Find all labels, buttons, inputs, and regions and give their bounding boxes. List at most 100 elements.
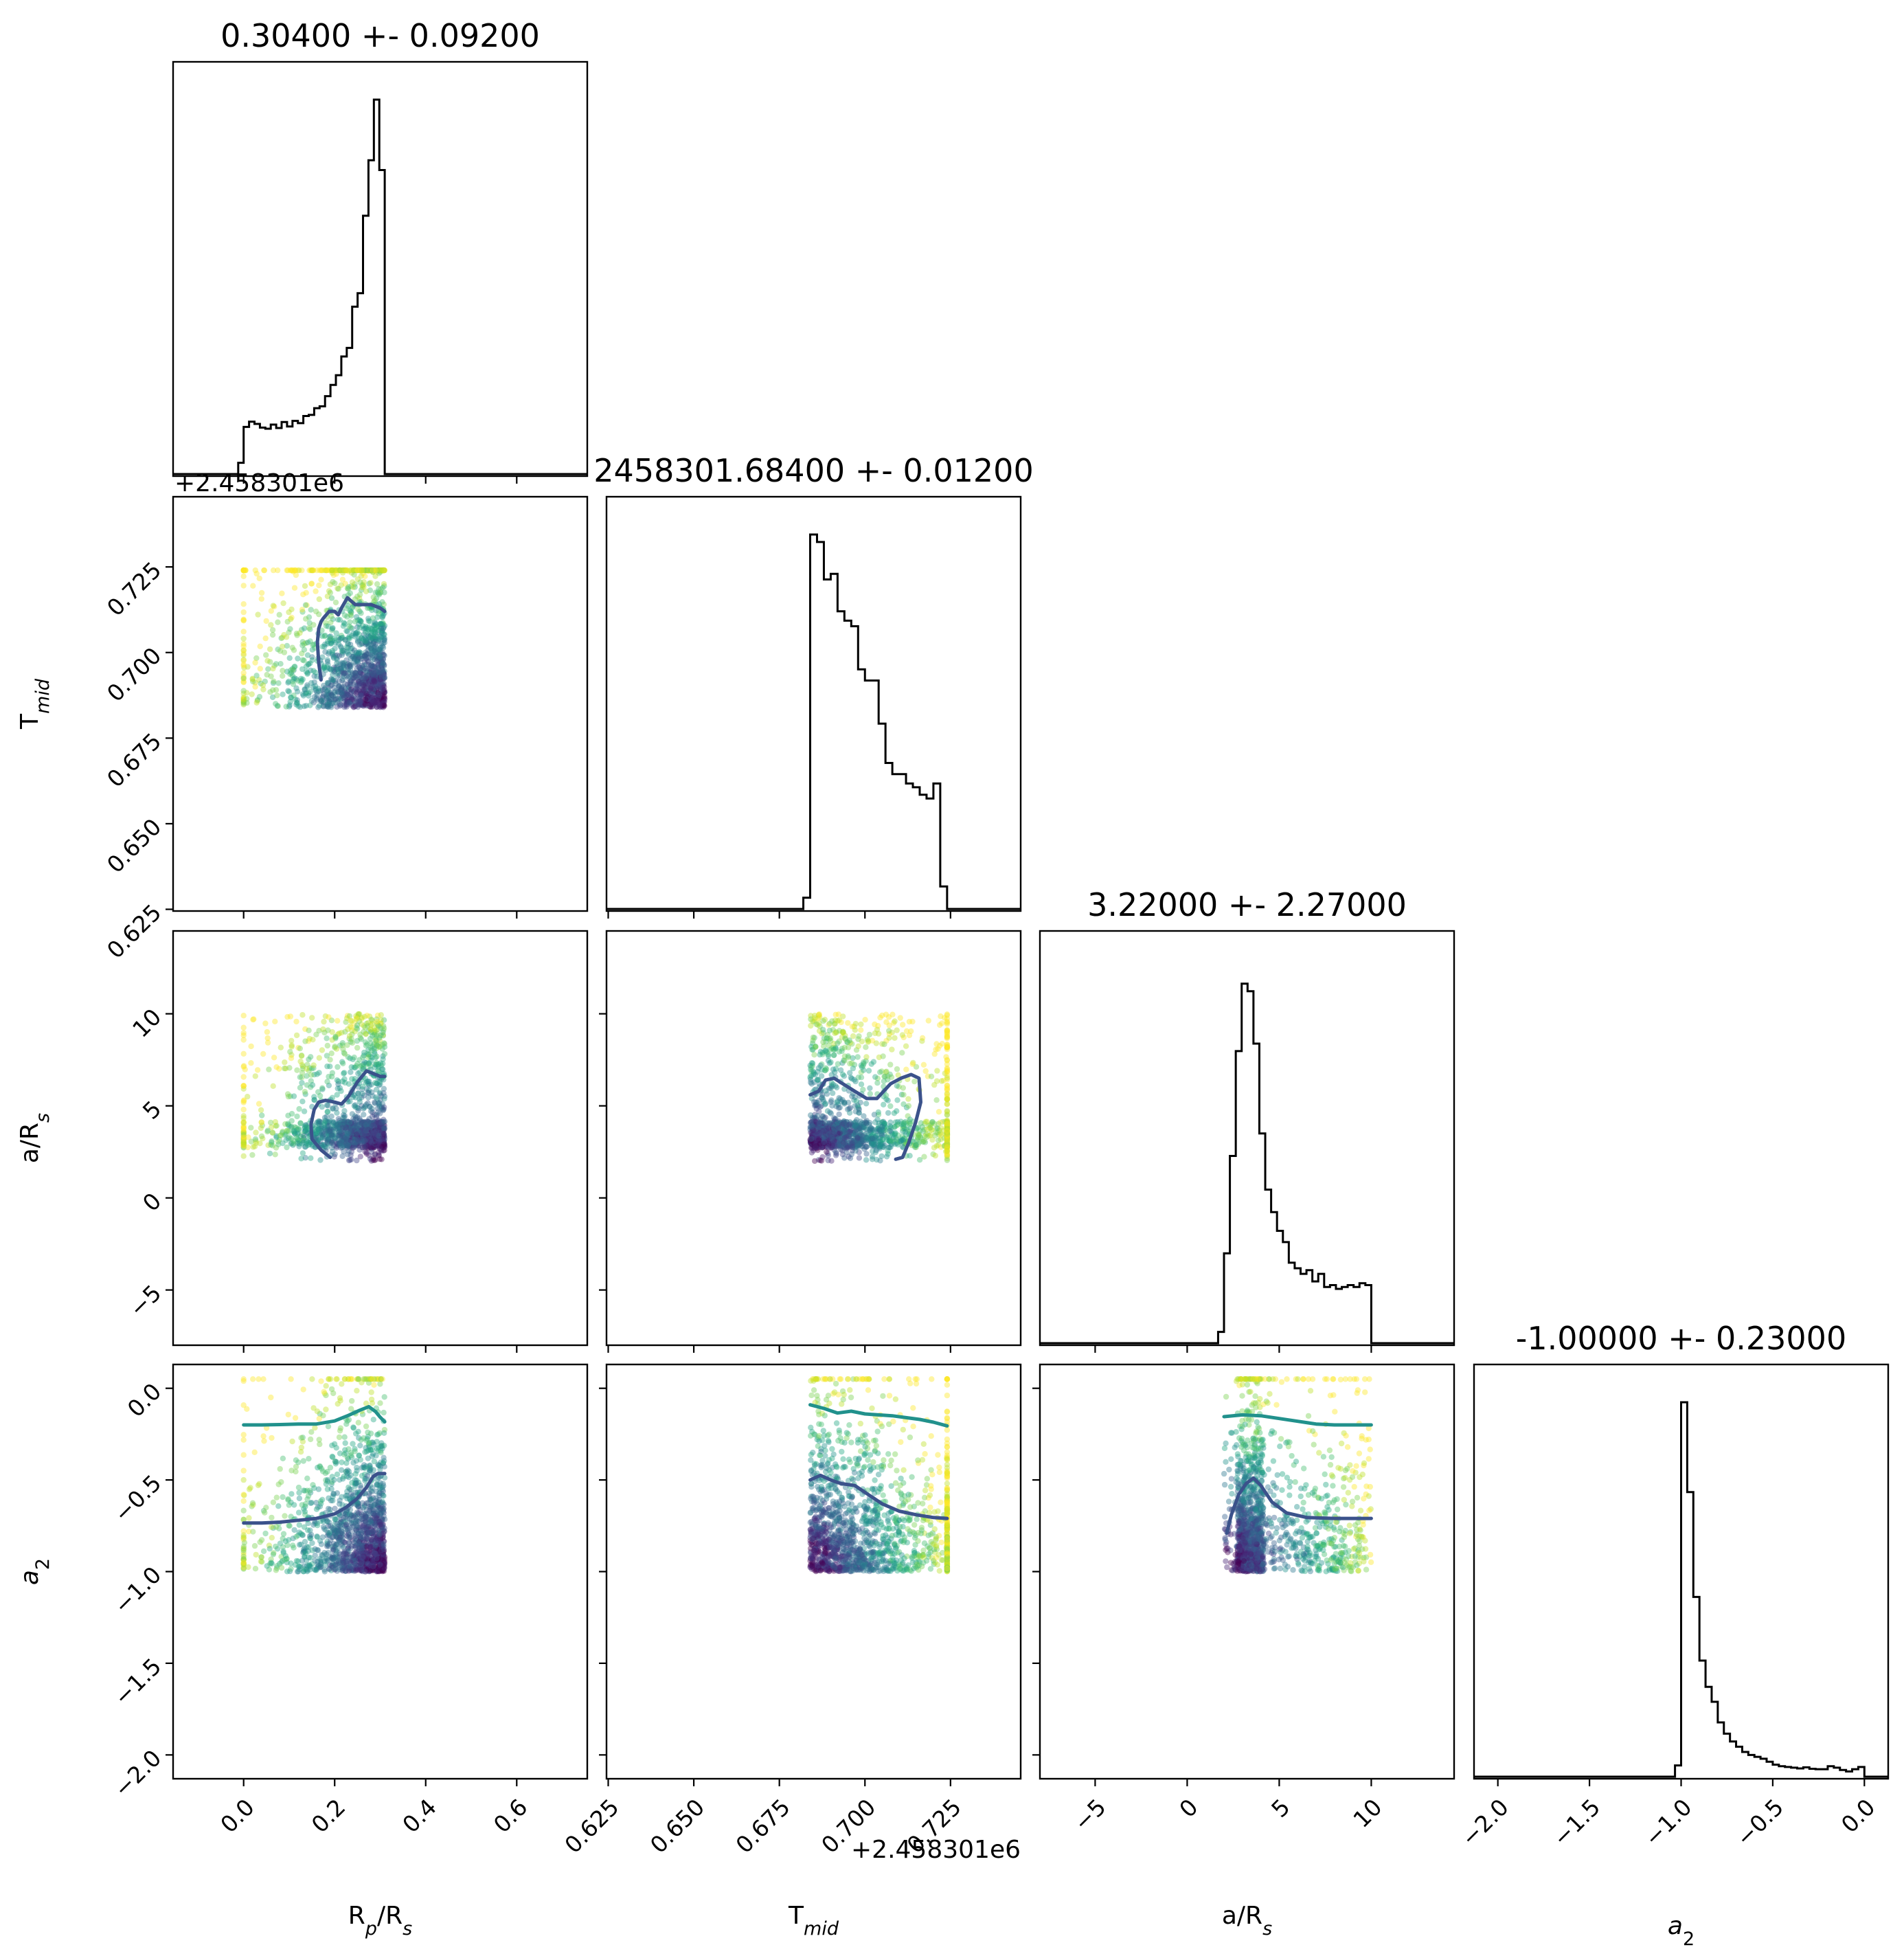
sample-point <box>299 1099 306 1105</box>
sample-point <box>345 660 351 667</box>
sample-point <box>380 585 386 591</box>
sample-point <box>289 567 295 574</box>
sample-point <box>367 697 373 704</box>
sample-point <box>367 645 374 652</box>
sample-point <box>817 1157 824 1164</box>
sample-point <box>348 567 354 574</box>
sample-point <box>344 585 351 592</box>
sample-point <box>373 701 380 708</box>
sample-point <box>883 1092 889 1099</box>
sample-point <box>376 653 383 660</box>
sample-point <box>341 688 348 695</box>
sample-point <box>296 1495 303 1502</box>
sample-point <box>248 1043 254 1050</box>
sample-point <box>374 699 381 705</box>
sample-point <box>340 695 346 701</box>
sample-point <box>349 625 355 631</box>
sample-point <box>356 608 363 615</box>
sample-point <box>321 633 328 640</box>
sample-point <box>327 690 333 697</box>
sample-point <box>367 686 374 692</box>
sample-point <box>314 697 320 703</box>
sample-point <box>371 673 378 679</box>
sample-point <box>291 676 297 682</box>
sample-point <box>288 694 294 701</box>
sample-point <box>324 679 330 686</box>
sample-point <box>335 567 341 574</box>
sample-point <box>249 676 256 682</box>
sample-point <box>368 667 374 673</box>
sample-point <box>372 589 378 596</box>
sample-point <box>275 703 281 709</box>
sample-point <box>293 572 299 578</box>
sample-point <box>381 1394 387 1400</box>
sample-point <box>240 1074 247 1080</box>
sample-point <box>859 1143 865 1150</box>
sample-point <box>354 688 360 695</box>
sample-point <box>324 1042 330 1049</box>
sample-point <box>291 693 297 699</box>
sample-point <box>326 651 332 657</box>
sample-point <box>240 651 247 657</box>
sample-point <box>319 697 325 704</box>
sample-point <box>372 625 379 631</box>
sample-point <box>843 1134 850 1140</box>
sample-point <box>240 647 247 653</box>
sample-point <box>319 1047 326 1053</box>
sample-point <box>381 637 387 643</box>
sample-point <box>820 1018 826 1024</box>
sample-point <box>379 666 385 673</box>
sample-point <box>264 1035 271 1042</box>
sample-point <box>348 625 354 631</box>
sample-point <box>845 1053 852 1059</box>
sample-point <box>863 1157 870 1163</box>
sample-point <box>359 584 365 591</box>
sample-point <box>381 1104 387 1110</box>
sample-point <box>277 1132 284 1138</box>
sample-point <box>345 670 352 676</box>
sample-point <box>354 1130 361 1136</box>
sample-point <box>353 629 359 636</box>
sample-point <box>318 698 324 704</box>
sample-point <box>288 1055 295 1061</box>
sample-point <box>352 670 359 676</box>
sample-point <box>335 1018 341 1024</box>
sample-point <box>329 567 335 574</box>
sample-point <box>325 700 331 706</box>
sample-point <box>314 567 320 574</box>
sample-point <box>352 633 358 640</box>
sample-point <box>373 673 380 679</box>
sample-point <box>365 671 372 678</box>
sample-point <box>376 621 383 628</box>
sample-point <box>372 567 378 574</box>
sample-point <box>299 657 306 663</box>
sample-point <box>331 684 337 691</box>
sample-point <box>240 618 247 624</box>
sample-point <box>357 655 363 662</box>
sample-point <box>372 649 379 655</box>
sample-point <box>366 687 372 693</box>
sample-point <box>356 567 363 574</box>
sample-point <box>868 1061 874 1067</box>
sample-point <box>378 635 385 641</box>
sample-point <box>308 1054 314 1060</box>
sample-point <box>328 619 334 626</box>
sample-point <box>365 688 372 694</box>
sample-point <box>288 667 294 673</box>
sample-point <box>371 567 378 574</box>
sample-point <box>381 688 387 694</box>
sample-point <box>354 567 361 574</box>
sample-point <box>353 567 360 574</box>
sample-point <box>944 1121 951 1127</box>
sample-point <box>375 590 381 596</box>
sample-point <box>366 695 372 701</box>
sample-point <box>333 664 339 671</box>
sample-point <box>329 692 335 699</box>
sample-point <box>328 666 334 673</box>
sample-point <box>350 671 356 677</box>
sample-point <box>339 686 345 692</box>
sample-point <box>304 1082 310 1088</box>
panel-frame-1-1 <box>605 495 1022 912</box>
histogram-tmid <box>607 533 1021 910</box>
